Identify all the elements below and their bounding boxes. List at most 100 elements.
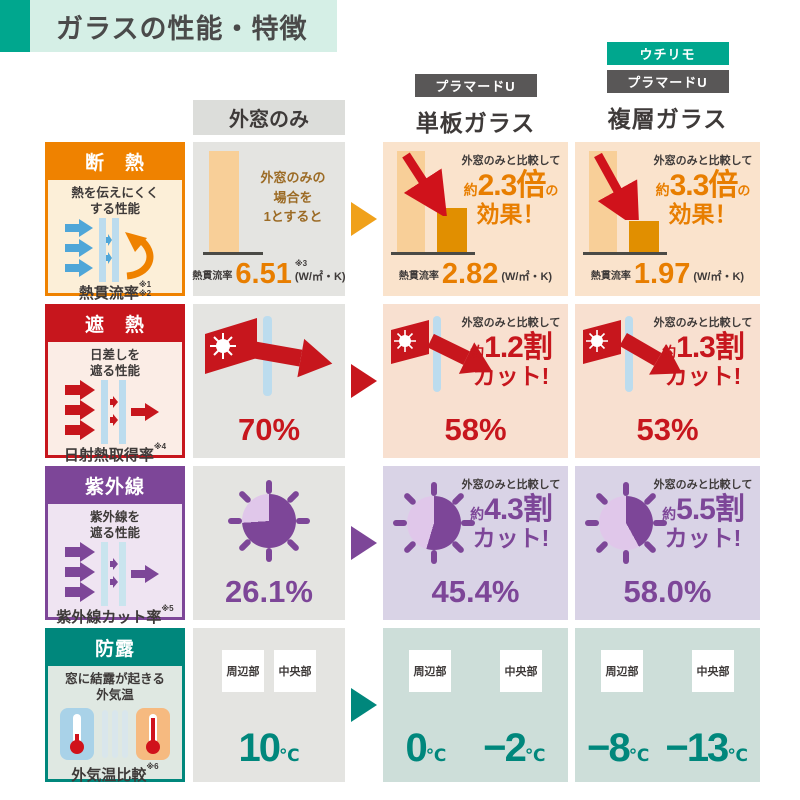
- sun-ray: [431, 550, 437, 564]
- row-condensation: 防露 窓に結露が起きる 外気温: [45, 628, 760, 784]
- thermometers-compare-icon: [48, 704, 182, 764]
- bar-baseline: [203, 252, 263, 255]
- label-periphery: 周辺部: [601, 650, 643, 692]
- cell-uv-double: 外窓のみと比較して 約5.5割 カット! 58.0%: [575, 466, 760, 620]
- bar-baseline: [391, 252, 475, 255]
- cell-uv-base: 26.1%: [193, 466, 345, 620]
- column-gap: [568, 628, 575, 782]
- row-metric-label: 外気温比較 ※6: [71, 761, 159, 784]
- row-description: 熱を伝えにくく する性能: [71, 186, 159, 217]
- comparison-callout: 外窓のみと比較して 約1.2割 カット!: [461, 317, 561, 389]
- position-labels: 周辺部 中央部: [575, 650, 760, 692]
- cell-insulation-base: 外窓のみの 場合を 1とすると 熱貫流率 6.51 ※3 (W/㎡・K): [192, 142, 346, 296]
- sun-ray: [402, 539, 418, 555]
- pie-circle: [242, 494, 296, 548]
- sun-ray: [623, 550, 629, 564]
- column-header-single: プラマードU 単板ガラス: [383, 74, 568, 138]
- page-title: ガラスの性能・特徴: [56, 13, 308, 44]
- position-labels: 周辺部 中央部: [383, 650, 568, 692]
- cell-uv-single: 外窓のみと比較して 約4.3割 カット! 45.4%: [383, 466, 568, 620]
- column-label-single-glass: 単板ガラス: [415, 110, 536, 136]
- decrease-arrow-icon: [402, 152, 448, 216]
- column-label-double-glass: 複層ガラス: [607, 106, 728, 132]
- uv-pie-sun-graphic: [391, 480, 477, 566]
- label-center: 中央部: [274, 650, 316, 692]
- percent-value: 45.4%: [431, 574, 520, 609]
- sun-ray: [623, 482, 629, 496]
- row-title: 断 熱: [48, 145, 182, 180]
- title-accent-square: [0, 0, 30, 52]
- bar-value: [629, 221, 659, 252]
- right-triangle-arrow-icon: [351, 202, 377, 236]
- sun-arrow-deflected-graphic: [391, 316, 492, 392]
- cell-shading-double: 外窓のみと比較して 約1.3割 カット! 53%: [575, 304, 760, 458]
- label-periphery: 周辺部: [222, 650, 264, 692]
- row-title: 遮 熱: [48, 307, 182, 342]
- reference-note: 外窓のみの 場合を 1とすると: [260, 170, 326, 224]
- row-label-shading: 遮 熱 日差しを 遮る性能 日射熱取得率 ※4: [45, 304, 185, 464]
- comparison-callout: 外窓のみと比較して 約3.3倍の 効果！: [653, 155, 753, 227]
- cell-condensation-double: 周辺部 中央部 −8℃ −13℃: [575, 628, 760, 782]
- sun-arrow-deflected-graphic: [583, 316, 683, 392]
- row-metric-label: 熱貫流率 ※1 ※2: [78, 279, 152, 302]
- row-title: 紫外線: [48, 469, 182, 504]
- row-insulation: 断 熱 熱を伝えにくく する性能 熱貫流率 ※1 ※: [45, 142, 760, 302]
- cell-insulation-double: 外窓のみと比較して 約3.3倍の 効果！ 熱貫流率 1.97 (W/㎡・K): [575, 142, 760, 296]
- sun-ray: [266, 548, 272, 562]
- cell-condensation-single: 周辺部 中央部 0℃ −2℃: [383, 628, 568, 782]
- flow-arrow-zone: [345, 304, 383, 458]
- row-label-uv: 紫外線 紫外線を 遮る性能 紫外線カット率 ※5: [45, 466, 185, 626]
- label-periphery: 周辺部: [409, 650, 451, 692]
- sun-ray: [594, 539, 610, 555]
- percent-value: 53%: [636, 412, 699, 447]
- right-triangle-arrow-icon: [351, 526, 377, 560]
- row-metric-label: 紫外線カット率 ※5: [56, 603, 174, 626]
- sun-ray: [237, 537, 253, 553]
- position-labels: 周辺部 中央部: [193, 650, 345, 692]
- temperature-values: 0℃ −2℃: [405, 726, 546, 770]
- sun-arrow-through-glass-icon: [48, 379, 182, 444]
- comparison-callout: 外窓のみと比較して 約2.3倍の 効果！: [461, 155, 561, 227]
- percent-value: 58.0%: [623, 574, 712, 609]
- sun-ray: [653, 520, 667, 526]
- sun-ray: [228, 518, 242, 524]
- comparison-callout: 外窓のみと比較して 約4.3割 カット!: [461, 479, 561, 551]
- comparison-table: 断 熱 熱を伝えにくく する性能 熱貫流率 ※1 ※: [45, 142, 760, 790]
- row-label-insulation: 断 熱 熱を伝えにくく する性能 熱貫流率 ※1 ※: [45, 142, 185, 302]
- temperature-values: 10℃: [238, 726, 300, 770]
- cell-shading-base: 70%: [193, 304, 345, 458]
- percent-value: 70%: [237, 412, 301, 447]
- bar-baseline: [583, 252, 667, 255]
- percent-value: 58%: [444, 412, 507, 447]
- row-uv: 紫外線 紫外線を 遮る性能 紫外線カット率 ※5: [45, 466, 760, 626]
- row-metric-label: 日射熱取得率 ※4: [63, 441, 167, 464]
- percent-value: 26.1%: [225, 574, 313, 609]
- metric-value-line: 熱貫流率 2.82 (W/㎡・K): [398, 258, 553, 291]
- pie-circle: [407, 496, 461, 550]
- row-description: 紫外線を 遮る性能: [89, 510, 140, 541]
- brand-badge-plamard: プラマードU: [606, 70, 729, 93]
- sun-arrow-graphic: [205, 316, 333, 396]
- decrease-arrow-icon: [594, 152, 640, 220]
- uv-arrows-through-glass-icon: [48, 541, 182, 606]
- uv-pie-sun-graphic: [226, 478, 312, 564]
- sun-ray: [237, 489, 253, 505]
- sun-ray: [285, 489, 301, 505]
- column-header-double: ウチリモ プラマードU 複層ガラス: [575, 42, 760, 134]
- uv-pie-sun-graphic: [583, 480, 669, 566]
- column-gap: [568, 466, 575, 620]
- right-triangle-arrow-icon: [351, 688, 377, 722]
- metric-value-line: 熱貫流率 6.51 ※3 (W/㎡・K): [192, 258, 346, 291]
- sun-ray: [585, 520, 599, 526]
- flow-arrow-zone: [345, 142, 383, 296]
- pie-circle: [599, 496, 653, 550]
- comparison-callout: 外窓のみと比較して 約5.5割 カット!: [653, 479, 753, 551]
- label-center: 中央部: [500, 650, 542, 692]
- comparison-callout: 外窓のみと比較して 約1.3割 カット!: [653, 317, 753, 389]
- sun-ray: [431, 482, 437, 496]
- metric-value-line: 熱貫流率 1.97 (W/㎡・K): [590, 258, 745, 291]
- brand-badge-uchirimo: ウチリモ: [606, 42, 729, 65]
- sun-ray: [296, 518, 310, 524]
- title-box: ガラスの性能・特徴: [30, 0, 338, 52]
- sun-ray: [594, 491, 610, 507]
